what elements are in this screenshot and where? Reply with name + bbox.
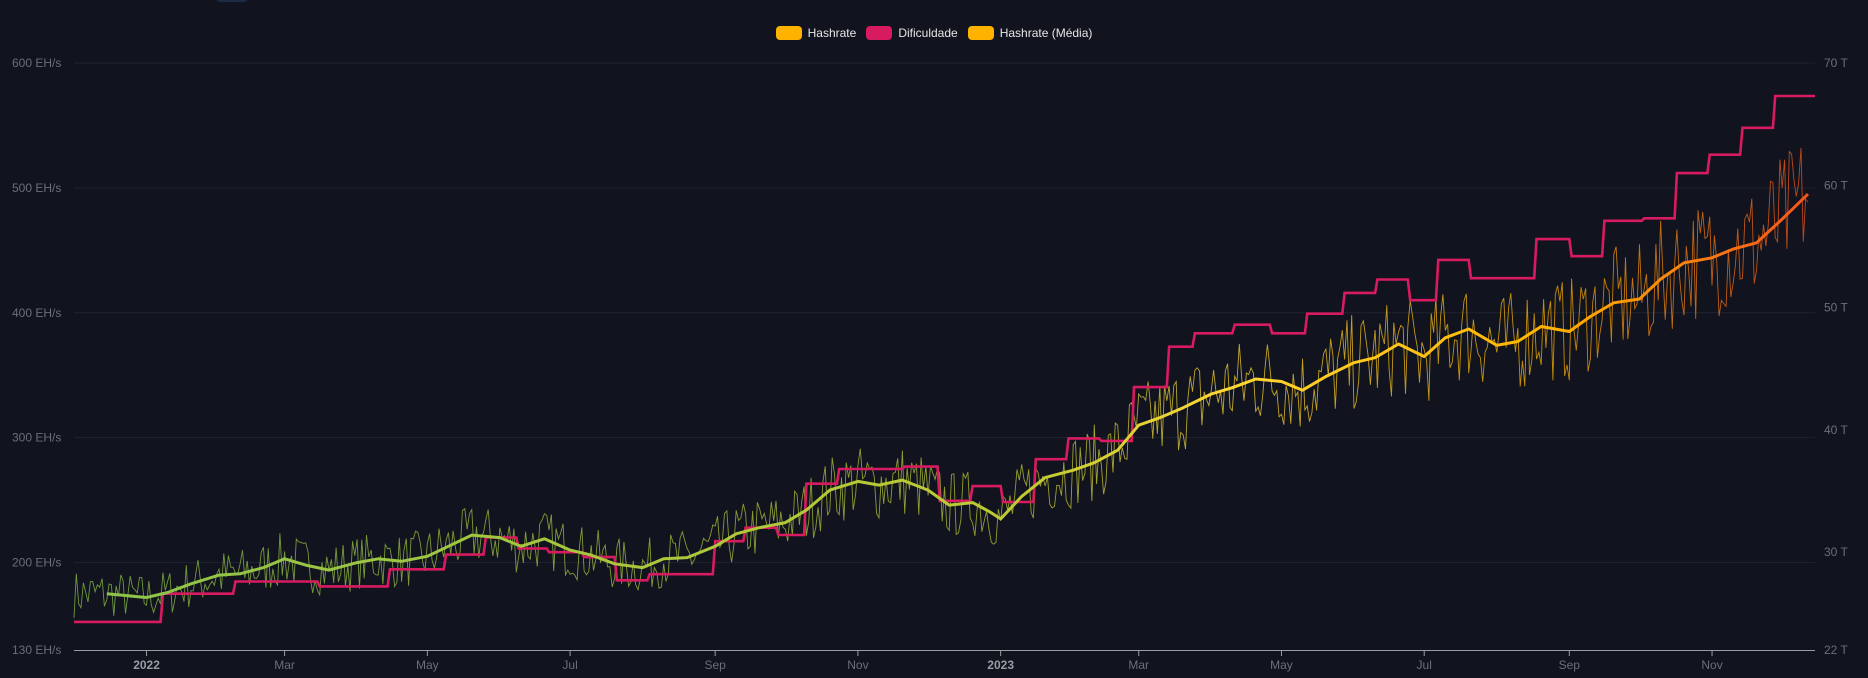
right-axis-tick-label: 40 T <box>1824 423 1848 437</box>
x-axis-tick-label: Nov <box>847 658 868 672</box>
legend-label-dificuldade: Dificuldade <box>898 26 958 40</box>
series-layer <box>73 94 1815 624</box>
left-axis-tick-label: 400 EH/s <box>12 306 61 320</box>
right-axis-tick-label: 70 T <box>1824 56 1848 70</box>
legend-item-hashrate[interactable]: Hashrate <box>775 26 857 40</box>
right-axis-tick-label: 22 T <box>1824 643 1848 657</box>
chart-legend: Hashrate Dificuldade Hashrate (Média) <box>0 26 1868 40</box>
top-tab-indicator[interactable] <box>216 0 248 2</box>
right-axis: 22 T 30 T 40 T 50 T 60 T 70 T <box>1824 56 1848 657</box>
x-axis-tick-label: Nov <box>1701 658 1722 672</box>
right-axis-tick-label: 60 T <box>1824 178 1848 192</box>
right-axis-tick-label: 30 T <box>1824 545 1848 559</box>
x-axis-tick-label: Sep <box>1559 658 1581 672</box>
left-axis-tick-label: 200 EH/s <box>12 556 61 570</box>
x-axis-tick-label: 2023 <box>987 658 1014 672</box>
legend-label-hashrate: Hashrate <box>807 26 857 40</box>
left-axis-tick-label: 300 EH/s <box>12 431 61 445</box>
right-axis-tick-label: 50 T <box>1824 301 1848 315</box>
x-axis-tick-label: Sep <box>704 658 726 672</box>
left-axis: 130 EH/s 200 EH/s 300 EH/s 400 EH/s 500 EH/s… <box>12 56 61 657</box>
legend-item-dificuldade[interactable]: Dificuldade <box>866 26 958 40</box>
x-axis-tick-label: May <box>1270 658 1293 672</box>
legend-swatch-hashrate-media <box>967 26 994 40</box>
series-hashrate-line <box>73 147 1809 618</box>
series-hashrate-media-line <box>106 193 1810 599</box>
legend-item-hashrate-media[interactable]: Hashrate (Média) <box>967 26 1093 40</box>
legend-label-hashrate-media: Hashrate (Média) <box>999 26 1093 40</box>
x-axis-tick-label: Jul <box>562 658 577 672</box>
left-axis-tick-label: 130 EH/s <box>12 643 61 657</box>
series-dificuldade-line <box>74 94 1815 624</box>
x-axis-tick-label: Mar <box>1128 658 1149 672</box>
left-axis-tick-label: 500 EH/s <box>12 181 61 195</box>
grid-lines <box>74 62 1815 651</box>
x-axis-tick-label: Jul <box>1417 658 1432 672</box>
left-axis-tick-label: 600 EH/s <box>12 56 61 70</box>
x-axis-tick-label: May <box>416 658 439 672</box>
legend-swatch-hashrate <box>775 26 802 40</box>
legend-swatch-dificuldade <box>866 26 893 40</box>
x-axis-tick-label: 2022 <box>133 658 160 672</box>
x-axis-tick-label: Mar <box>274 658 295 672</box>
x-axis: 2022 Mar May Jul Sep Nov 2023 Mar May Jul Sep Nov <box>133 650 1723 672</box>
